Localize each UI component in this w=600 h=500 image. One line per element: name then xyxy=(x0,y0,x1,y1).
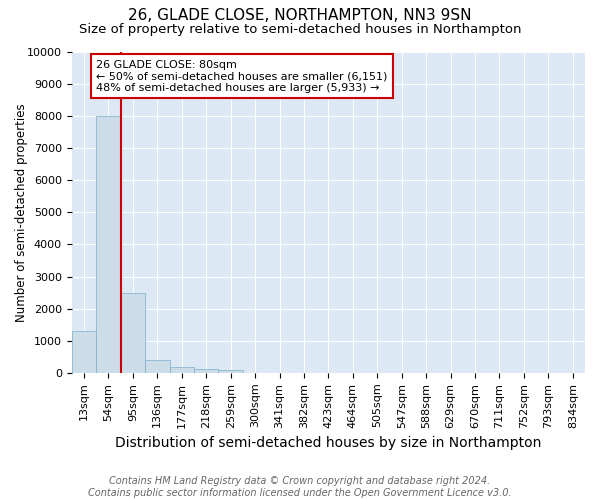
Bar xyxy=(170,368,194,373)
Bar xyxy=(96,116,121,373)
Bar xyxy=(218,370,243,373)
Bar xyxy=(72,331,96,373)
X-axis label: Distribution of semi-detached houses by size in Northampton: Distribution of semi-detached houses by … xyxy=(115,436,542,450)
Text: 26, GLADE CLOSE, NORTHAMPTON, NN3 9SN: 26, GLADE CLOSE, NORTHAMPTON, NN3 9SN xyxy=(128,8,472,22)
Bar xyxy=(145,360,170,373)
Text: Size of property relative to semi-detached houses in Northampton: Size of property relative to semi-detach… xyxy=(79,22,521,36)
Text: Contains HM Land Registry data © Crown copyright and database right 2024.
Contai: Contains HM Land Registry data © Crown c… xyxy=(88,476,512,498)
Y-axis label: Number of semi-detached properties: Number of semi-detached properties xyxy=(15,103,28,322)
Bar xyxy=(121,292,145,373)
Bar xyxy=(194,369,218,373)
Text: 26 GLADE CLOSE: 80sqm
← 50% of semi-detached houses are smaller (6,151)
48% of s: 26 GLADE CLOSE: 80sqm ← 50% of semi-deta… xyxy=(96,60,388,92)
